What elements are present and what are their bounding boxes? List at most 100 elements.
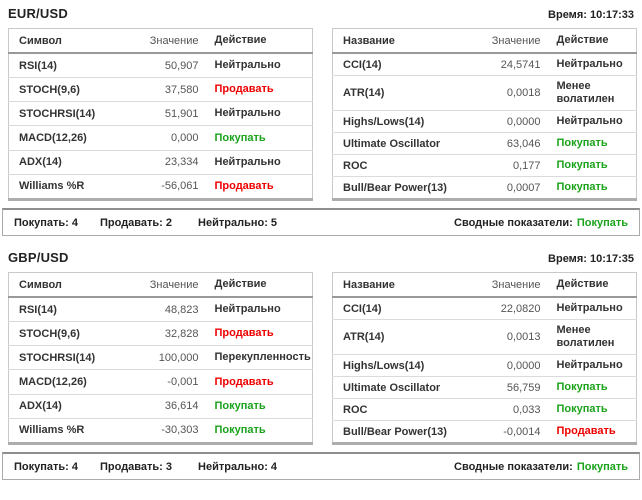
table-row: Bull/Bear Power(13) -0,0014 Продавать (332, 420, 637, 444)
indicator-value: 0,033 (512, 403, 541, 416)
indicator-action: Менее волатилен (556, 324, 615, 349)
pair-title: GBP/USD (8, 250, 69, 265)
indicator-action: Нейтрально (214, 59, 281, 72)
indicator-value: 51,901 (164, 107, 199, 120)
table-row: MACD(12,26) -0,001 Продавать (8, 369, 313, 394)
table-row: STOCHRSI(14) 100,000 Перекупленность (8, 345, 313, 370)
table-row: STOCHRSI(14) 51,901 Нейтрально (8, 101, 313, 126)
timestamp: Время: 10:17:33 (548, 9, 634, 21)
indicator-name: Williams %R (19, 180, 85, 193)
indicator-value: 48,823 (164, 303, 199, 316)
overall-summary: Сводные показатели: Покупать (454, 217, 628, 229)
column-header-name: Название (343, 34, 395, 47)
table-row: Ultimate Oscillator 63,046 Покупать (332, 132, 637, 155)
eurusd-summary-bar: Покупать: 4 Продавать: 2 Нейтрально: 5 С… (2, 208, 640, 236)
indicator-name: STOCHRSI(14) (19, 351, 96, 364)
table-row: ADX(14) 36,614 Покупать (8, 394, 313, 418)
table-row: ADX(14) 23,334 Нейтрально (8, 150, 313, 174)
indicator-name: RSI(14) (19, 59, 57, 72)
indicator-value: -0,0014 (503, 425, 541, 438)
overall-summary: Сводные показатели: Покупать (454, 461, 628, 473)
eurusd-symbol-table: Символ Значение Действие RSI(14) 50,907 … (8, 28, 313, 201)
indicator-value: 0,0018 (506, 87, 541, 99)
table-row: ATR(14) 0,0013 Менее волатилен (332, 319, 637, 355)
indicator-name: Ultimate Oscillator (343, 137, 441, 150)
indicator-action: Перекупленность (214, 351, 311, 364)
table-row: ROC 0,177 Покупать (332, 154, 637, 177)
indicator-action: Нейтрально (214, 155, 281, 168)
table-row: CCI(14) 22,0820 Нейтрально (333, 297, 637, 320)
indicator-action: Покупать (214, 399, 266, 412)
indicator-name: ATR(14) (343, 87, 385, 99)
indicator-value: 0,177 (512, 159, 541, 172)
table-row: ROC 0,033 Покупать (332, 398, 637, 421)
indicator-value: 56,759 (506, 381, 541, 394)
indicator-action: Покупать (214, 131, 266, 144)
indicator-action: Продавать (556, 425, 616, 437)
indicator-value: -56,061 (161, 180, 199, 193)
eurusd-section-header: EUR/USD Время: 10:17:33 (8, 6, 634, 21)
indicator-name: Bull/Bear Power(13) (343, 425, 447, 438)
gbpusd-symbol-table: Символ Значение Действие RSI(14) 48,823 … (8, 272, 313, 445)
indicator-action: Покупать (556, 159, 608, 171)
gbpusd-summary-bar: Покупать: 4 Продавать: 3 Нейтрально: 4 С… (2, 452, 640, 480)
indicator-name: Highs/Lows(14) (343, 359, 425, 372)
indicator-name: STOCHRSI(14) (19, 107, 96, 120)
indicator-action: Нейтрально (556, 115, 623, 127)
table-header-row: Название Значение Действие (332, 273, 637, 297)
table-row: Williams %R -30,303 Покупать (8, 418, 313, 443)
column-header-symbol: Символ (19, 34, 62, 47)
indicator-action: Покупать (214, 423, 266, 436)
buy-count: Покупать: 4 (14, 460, 78, 473)
table-row: ATR(14) 0,0018 Менее волатилен (332, 75, 637, 111)
overall-summary-value: Покупать (576, 216, 628, 229)
indicator-action: Покупать (556, 381, 608, 393)
indicator-action: Нейтрально (556, 58, 623, 70)
table-row: Williams %R -56,061 Продавать (8, 174, 313, 199)
indicator-action: Нейтрально (214, 303, 281, 316)
indicator-value: 0,0013 (506, 331, 541, 343)
indicator-value: 0,0000 (506, 359, 541, 372)
eurusd-name-table: Название Значение Действие CCI(14) 24,57… (332, 28, 637, 201)
indicator-value: -30,303 (161, 424, 199, 437)
table-header-row: Символ Значение Действие (8, 29, 313, 53)
neutral-count: Нейтрально: 4 (198, 460, 278, 473)
column-header-action: Действие (214, 34, 267, 46)
indicator-name: MACD(12,26) (19, 132, 87, 145)
column-header-action: Действие (214, 278, 267, 290)
column-header-action: Действие (556, 34, 609, 46)
neutral-count: Нейтрально: 5 (198, 216, 278, 229)
column-header-value: Значение (491, 278, 541, 291)
indicator-action: Покупать (556, 181, 608, 193)
eurusd-tables: Символ Значение Действие RSI(14) 50,907 … (8, 28, 637, 201)
table-row: Highs/Lows(14) 0,0000 Нейтрально (332, 354, 637, 377)
technical-summary-page: EUR/USD Время: 10:17:33 Символ Значение … (2, 6, 640, 480)
buy-count: Покупать: 4 (14, 216, 78, 229)
overall-summary-value: Покупать (576, 460, 628, 473)
indicator-name: Ultimate Oscillator (343, 381, 441, 394)
indicator-name: ATR(14) (343, 331, 385, 343)
indicator-action: Нейтрально (214, 107, 281, 120)
indicator-name: Bull/Bear Power(13) (343, 181, 447, 194)
indicator-name: STOCH(9,6) (19, 83, 80, 96)
indicator-value: 0,000 (170, 132, 199, 145)
table-row: CCI(14) 24,5741 Нейтрально (333, 53, 637, 76)
indicator-action: Нейтрально (556, 302, 623, 314)
gbpusd-section-header: GBP/USD Время: 10:17:35 (8, 250, 634, 265)
indicator-name: ROC (343, 159, 368, 172)
column-header-action: Действие (556, 278, 609, 290)
table-row: Highs/Lows(14) 0,0000 Нейтрально (332, 110, 637, 133)
column-header-name: Название (343, 278, 395, 291)
indicator-action: Нейтрально (556, 359, 623, 371)
indicator-value: 0,0007 (506, 181, 541, 194)
sell-count: Продавать: 3 (100, 460, 173, 473)
indicator-name: ADX(14) (19, 400, 62, 413)
table-header-row: Символ Значение Действие (8, 273, 313, 297)
overall-summary-label: Сводные показатели: (454, 216, 573, 229)
indicator-name: Williams %R (19, 424, 85, 437)
table-row: STOCH(9,6) 32,828 Продавать (8, 321, 313, 346)
indicator-value: 0,0000 (506, 115, 541, 128)
indicator-value: 23,334 (164, 156, 199, 169)
column-header-value: Значение (149, 278, 199, 291)
sell-count: Продавать: 2 (100, 216, 173, 229)
